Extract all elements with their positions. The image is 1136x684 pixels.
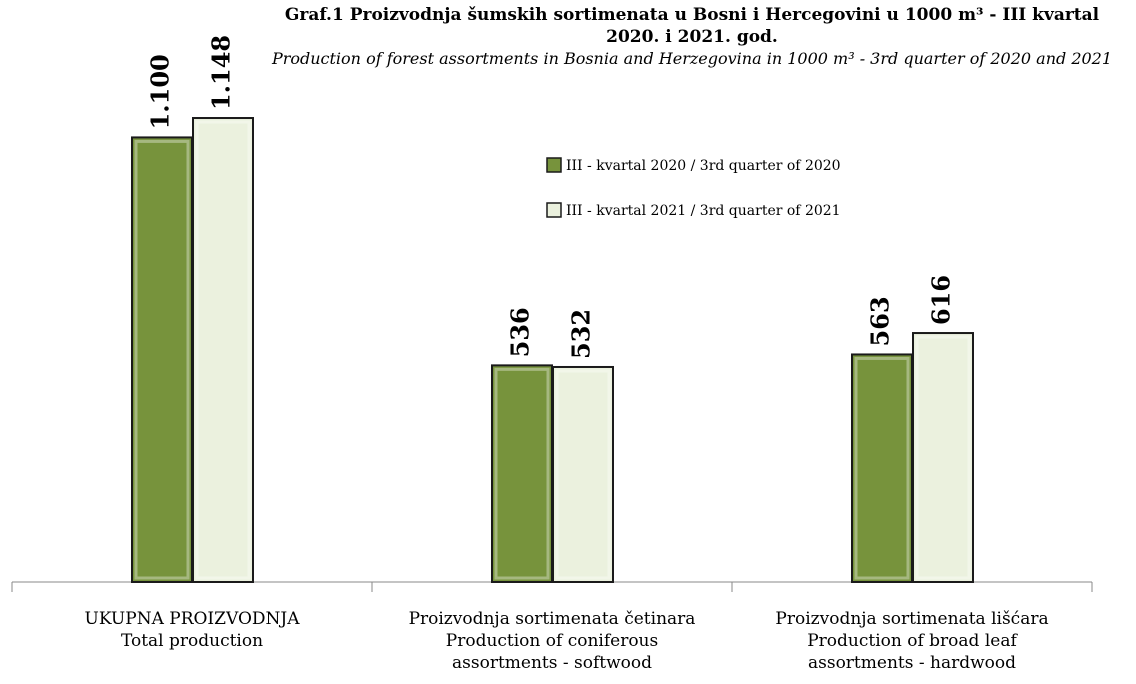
legend-label: III - kvartal 2020 / 3rd quarter of 2020: [566, 158, 841, 174]
bar: [912, 332, 974, 583]
bar: [851, 353, 913, 583]
value-label: 532: [567, 309, 596, 359]
bar: [131, 136, 193, 584]
chart-title: Graf.1 Proizvodnja šumskih sortimenata u…: [284, 5, 1100, 47]
x-tick-label: Proizvodnja sortimenata četinara Product…: [408, 609, 696, 673]
value-label: 616: [927, 275, 956, 325]
bar-bevel: [854, 356, 910, 580]
bar: [491, 364, 553, 583]
bar-bevel: [555, 369, 611, 580]
bar-bevel: [134, 139, 190, 580]
legend-label: III - kvartal 2021 / 3rd quarter of 2021: [566, 203, 841, 219]
bar: [552, 365, 614, 583]
chart-subtitle: Production of forest assortments in Bosn…: [271, 49, 1113, 68]
legend-swatch: [546, 157, 562, 173]
value-label: 536: [506, 307, 535, 357]
x-tick-label: UKUPNA PROIZVODNJA Total production: [84, 609, 300, 651]
value-label: 1.100: [146, 54, 175, 129]
x-tick-label: Proizvodnja sortimenata lišćara Producti…: [775, 609, 1049, 673]
bar-bevel: [494, 367, 550, 580]
legend-swatch: [546, 202, 562, 218]
bar-bevel: [195, 120, 251, 580]
value-label: 1.148: [207, 35, 236, 110]
bar: [192, 117, 254, 584]
bar-bevel: [915, 335, 971, 580]
value-label: 563: [866, 296, 895, 346]
